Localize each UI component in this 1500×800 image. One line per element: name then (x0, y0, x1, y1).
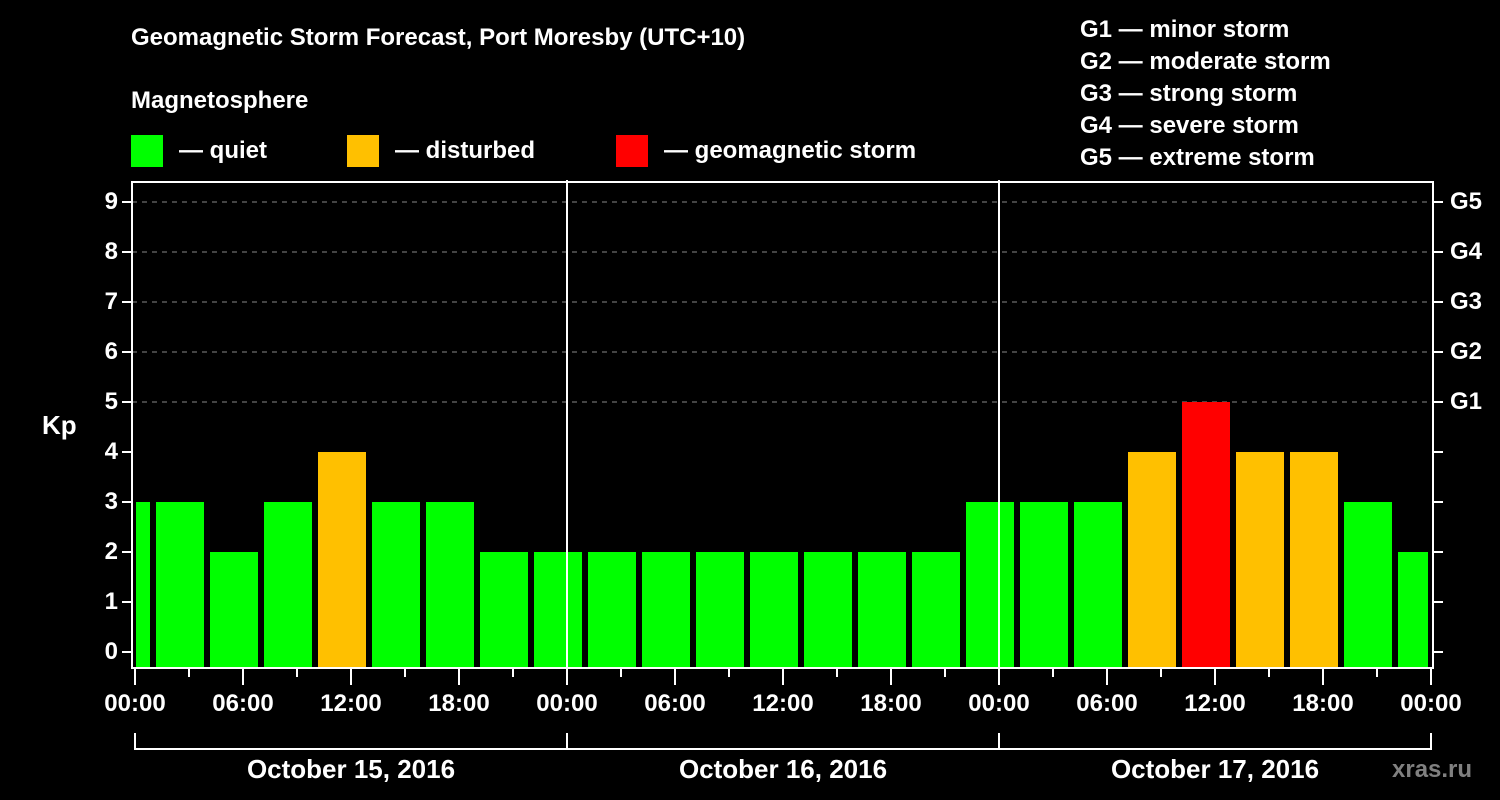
y-tick-label: 1 (104, 588, 118, 615)
x-tick-label: 18:00 (860, 690, 922, 717)
kp-bar-quiet (966, 502, 1014, 667)
kp-bar-quiet (858, 552, 906, 667)
y-tick-label: 5 (104, 388, 118, 415)
kp-bar-disturbed (318, 452, 366, 667)
g-tick-label: G3 (1450, 288, 1483, 315)
y-tick-label: 3 (104, 488, 118, 515)
x-tick-label: 18:00 (428, 690, 490, 717)
day-label: October 16, 2016 (678, 754, 888, 784)
kp-bar-quiet (750, 552, 798, 667)
x-tick-label: 06:00 (644, 690, 706, 717)
y-tick-label: 7 (104, 288, 118, 315)
y-tick-label: 9 (104, 188, 118, 215)
x-tick-label: 00:00 (104, 690, 166, 717)
legend-label: — quiet (179, 137, 267, 164)
x-tick-label: 18:00 (1292, 690, 1354, 717)
y-tick-label: 2 (104, 538, 118, 565)
day-label: October 17, 2016 (1110, 754, 1320, 784)
kp-bar-quiet (1074, 502, 1122, 667)
kp-bar-quiet (426, 502, 474, 667)
kp-bar-quiet (480, 552, 528, 667)
y-axis-label: Kp (42, 410, 77, 440)
x-tick-label: 00:00 (536, 690, 598, 717)
kp-bar-quiet (264, 502, 312, 667)
g-tick-label: G5 (1450, 188, 1483, 215)
kp-bar-disturbed (1290, 452, 1338, 667)
g-scale-item: G2 — moderate storm (1080, 48, 1331, 75)
y-tick-label: 6 (104, 338, 118, 365)
legend-item-quiet: — quiet (131, 135, 267, 167)
g-scale-item: G5 — extreme storm (1080, 144, 1315, 171)
kp-bar-quiet (588, 552, 636, 667)
kp-bar-quiet (1020, 502, 1068, 667)
x-tick-label: 12:00 (1184, 690, 1246, 717)
chart-title: Geomagnetic Storm Forecast, Port Moresby… (131, 24, 746, 51)
kp-bar-quiet (534, 552, 582, 667)
kp-bar-quiet (210, 552, 258, 667)
g-scale-item: G3 — strong storm (1080, 80, 1298, 107)
chart-subtitle: Magnetosphere (131, 87, 309, 114)
kp-bar-disturbed (1236, 452, 1284, 667)
disturbed-swatch-icon (347, 135, 379, 167)
g-tick-label: G1 (1450, 388, 1483, 415)
kp-bar-quiet (1398, 552, 1428, 667)
kp-bar-disturbed (1128, 452, 1176, 667)
legend-label: — geomagnetic storm (664, 137, 917, 164)
g-scale-item: G1 — minor storm (1080, 16, 1290, 43)
g-scale-item: G4 — severe storm (1080, 112, 1299, 139)
quiet-swatch-icon (131, 135, 163, 167)
storm-swatch-icon (616, 135, 648, 167)
x-tick-label: 12:00 (320, 690, 382, 717)
kp-bar-quiet (156, 502, 204, 667)
x-tick-label: 12:00 (752, 690, 814, 717)
x-tick-label: 00:00 (968, 690, 1030, 717)
y-tick-label: 8 (104, 238, 118, 265)
kp-bar-quiet (912, 552, 960, 667)
kp-bar-quiet (1344, 502, 1392, 667)
kp-bar-quiet (804, 552, 852, 667)
legend-label: — disturbed (395, 137, 536, 164)
kp-bar-storm (1182, 402, 1230, 667)
x-tick-label: 06:00 (1076, 690, 1138, 717)
day-label: October 15, 2016 (246, 754, 456, 784)
legend-item-disturbed: — disturbed (347, 135, 535, 167)
watermark: xras.ru (1392, 756, 1473, 783)
legend-item-storm: — geomagnetic storm (616, 135, 916, 167)
y-tick-label: 4 (104, 438, 118, 465)
g-tick-label: G4 (1450, 238, 1483, 265)
g-scale-legend: G1 — minor storm G2 — moderate storm G3 … (1080, 14, 1331, 174)
g-tick-label: G2 (1450, 338, 1483, 365)
kp-bar-quiet (136, 502, 150, 667)
x-tick-label: 06:00 (212, 690, 274, 717)
kp-bar-quiet (372, 502, 420, 667)
kp-bar-quiet (642, 552, 690, 667)
kp-bar-quiet (696, 552, 744, 667)
y-tick-label: 0 (104, 638, 118, 665)
x-tick-label: 00:00 (1400, 690, 1462, 717)
